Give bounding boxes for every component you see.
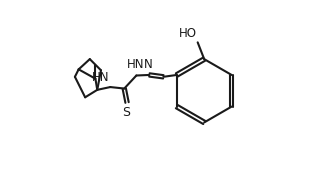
Text: HN: HN bbox=[127, 58, 144, 71]
Text: HO: HO bbox=[179, 27, 197, 40]
Text: N: N bbox=[144, 58, 153, 71]
Text: HN: HN bbox=[92, 71, 109, 84]
Text: S: S bbox=[122, 106, 130, 119]
